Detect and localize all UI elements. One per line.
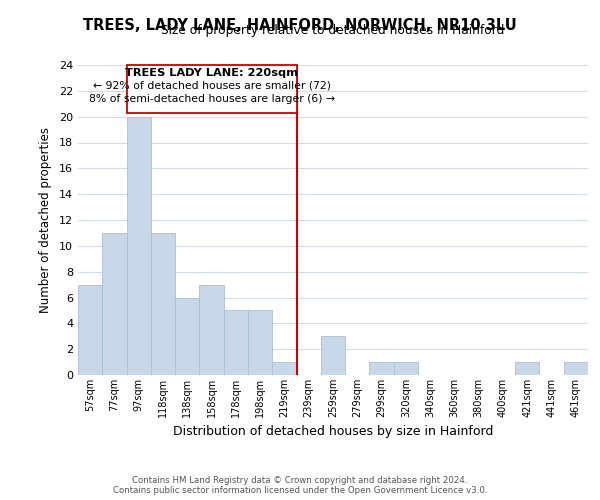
Text: TREES, LADY LANE, HAINFORD, NORWICH, NR10 3LU: TREES, LADY LANE, HAINFORD, NORWICH, NR1… — [83, 18, 517, 32]
Bar — [127, 116, 151, 375]
Bar — [370, 362, 394, 375]
Bar — [127, 65, 296, 113]
Text: 8% of semi-detached houses are larger (6) →: 8% of semi-detached houses are larger (6… — [89, 94, 335, 104]
Bar — [394, 362, 418, 375]
Bar — [321, 336, 345, 375]
Text: TREES LADY LANE: 220sqm: TREES LADY LANE: 220sqm — [125, 68, 298, 78]
Title: Size of property relative to detached houses in Hainford: Size of property relative to detached ho… — [161, 24, 505, 38]
Y-axis label: Number of detached properties: Number of detached properties — [39, 127, 52, 313]
Bar — [151, 233, 175, 375]
Bar — [224, 310, 248, 375]
Bar — [199, 284, 224, 375]
Bar — [102, 233, 127, 375]
Bar — [175, 298, 199, 375]
Text: Contains HM Land Registry data © Crown copyright and database right 2024.
Contai: Contains HM Land Registry data © Crown c… — [113, 476, 487, 495]
Bar — [272, 362, 296, 375]
X-axis label: Distribution of detached houses by size in Hainford: Distribution of detached houses by size … — [173, 426, 493, 438]
Bar — [248, 310, 272, 375]
Bar — [564, 362, 588, 375]
Bar — [515, 362, 539, 375]
Bar — [78, 284, 102, 375]
Text: ← 92% of detached houses are smaller (72): ← 92% of detached houses are smaller (72… — [92, 80, 331, 90]
